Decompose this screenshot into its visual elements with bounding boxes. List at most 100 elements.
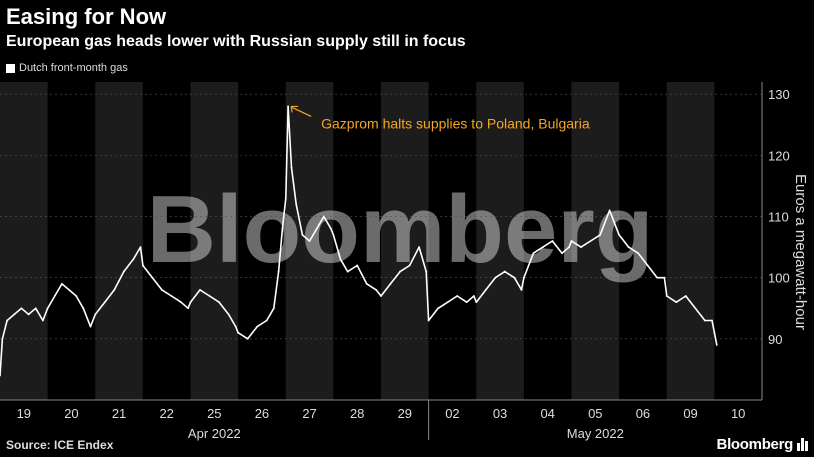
data-point — [570, 240, 573, 242]
data-point — [265, 319, 268, 322]
data-point — [646, 264, 649, 267]
x-tick-label: 21 — [112, 406, 126, 421]
data-point — [522, 276, 525, 279]
legend-swatch — [6, 63, 15, 73]
data-point — [375, 289, 378, 291]
chart-subtitle: European gas heads lower with Russian su… — [6, 33, 466, 50]
source-note: Source: ICE Endex — [6, 438, 114, 452]
data-point — [218, 301, 220, 304]
data-point — [332, 233, 335, 236]
watermark-text: Bloomberg — [147, 176, 654, 283]
data-point — [227, 313, 230, 316]
data-point — [472, 295, 475, 297]
data-point — [113, 289, 116, 291]
data-point — [89, 325, 92, 328]
data-point — [465, 301, 468, 304]
x-tick-label: 20 — [64, 406, 78, 421]
x-tick-label: 05 — [588, 406, 602, 421]
data-point — [663, 276, 666, 279]
x-tick-label: 09 — [683, 406, 697, 421]
data-point — [665, 295, 668, 297]
data-point — [561, 252, 563, 255]
data-point — [295, 203, 298, 206]
data-point — [399, 270, 401, 273]
data-point — [715, 344, 718, 346]
month-label: Apr 2022 — [188, 426, 241, 441]
day-band — [0, 82, 48, 400]
data-point — [187, 307, 190, 310]
data-point — [290, 166, 293, 169]
data-point — [380, 295, 382, 297]
day-band — [381, 82, 429, 400]
data-point — [1, 337, 4, 340]
data-point — [277, 270, 280, 273]
day-band — [666, 82, 715, 400]
x-tick-label: 26 — [255, 406, 269, 421]
data-point — [246, 337, 249, 340]
legend: Dutch front-month gas — [6, 62, 128, 74]
data-point — [551, 240, 554, 242]
data-point — [103, 301, 106, 304]
y-tick-label: 130 — [768, 87, 790, 102]
data-point — [272, 307, 275, 310]
data-point — [675, 301, 678, 304]
x-tick-label: 06 — [636, 406, 650, 421]
x-tick-label: 03 — [493, 406, 507, 421]
data-point — [346, 270, 349, 273]
data-point — [427, 319, 430, 322]
data-point — [94, 313, 97, 316]
data-point — [53, 295, 56, 297]
data-point — [568, 246, 571, 249]
data-point — [61, 282, 63, 285]
data-point — [618, 233, 621, 236]
data-point — [599, 233, 601, 236]
data-point — [322, 215, 325, 218]
data-point — [711, 319, 713, 322]
data-point — [475, 301, 478, 304]
data-point — [287, 105, 290, 108]
data-point — [656, 276, 659, 279]
data-point — [82, 307, 85, 310]
y-axis-label: Euros a megawatt-hour — [792, 174, 809, 330]
day-band — [190, 82, 239, 400]
x-tick-label: 04 — [540, 406, 554, 421]
day-band — [571, 82, 620, 400]
data-point — [627, 246, 630, 249]
data-point — [425, 270, 428, 273]
data-point — [180, 301, 182, 304]
chart-title: Easing for Now — [6, 4, 167, 29]
brand-logo: Bloomberg — [717, 436, 808, 453]
data-point — [339, 258, 342, 261]
annotation-arrow — [291, 106, 312, 118]
data-point — [503, 270, 506, 273]
month-label: May 2022 — [567, 426, 624, 441]
legend-label: Dutch front-month gas — [19, 62, 128, 74]
data-point — [139, 246, 142, 249]
data-point — [189, 301, 192, 304]
x-tick-label: 25 — [207, 406, 221, 421]
data-point — [532, 252, 535, 255]
data-point — [199, 289, 201, 291]
x-tick-label: 19 — [17, 406, 31, 421]
data-point — [256, 325, 259, 328]
data-point — [122, 270, 125, 273]
data-point — [284, 197, 287, 200]
data-point — [46, 307, 49, 310]
data-point — [418, 246, 420, 249]
data-point — [694, 307, 697, 310]
data-point — [615, 227, 618, 230]
data-point — [315, 227, 318, 230]
data-point — [141, 264, 144, 267]
data-point — [684, 295, 687, 297]
data-point — [494, 276, 497, 279]
data-point — [41, 319, 44, 322]
data-point — [456, 295, 459, 297]
data-point — [20, 307, 23, 310]
day-band — [476, 82, 524, 400]
data-point — [132, 258, 135, 261]
data-point — [446, 301, 449, 304]
data-point — [365, 282, 368, 285]
data-point — [170, 295, 173, 297]
data-point — [0, 374, 1, 377]
